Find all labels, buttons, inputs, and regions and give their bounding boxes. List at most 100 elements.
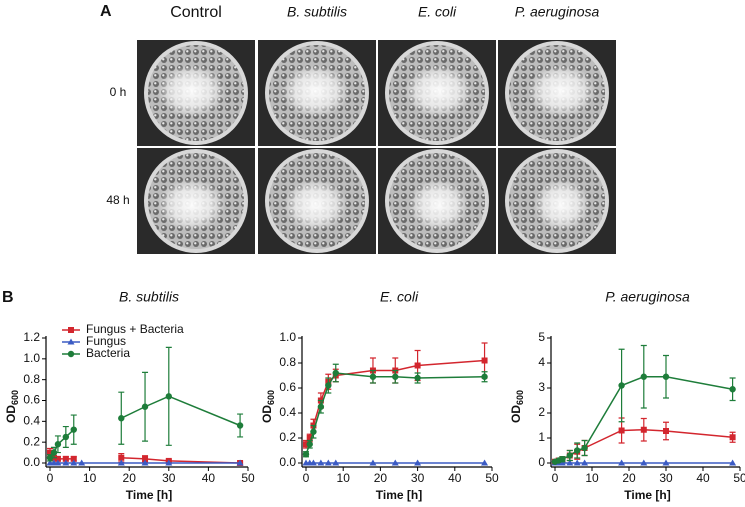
y-label-main: OD <box>4 405 18 423</box>
marker <box>559 456 566 463</box>
y-tick-label: 0.2 <box>23 434 40 448</box>
legend-label: Bacteria <box>86 346 130 360</box>
y-label-main: OD <box>260 405 274 423</box>
marker <box>165 393 172 400</box>
y-tick-label: 0.0 <box>279 455 296 469</box>
marker <box>70 459 78 466</box>
marker <box>729 386 736 393</box>
y-tick-label: 0.8 <box>279 355 296 369</box>
marker <box>165 459 173 466</box>
marker <box>46 454 54 461</box>
y-label-main: OD <box>509 405 523 423</box>
x-tick-label: 0 <box>303 471 310 485</box>
marker <box>306 441 313 448</box>
marker <box>54 455 61 462</box>
marker <box>662 373 670 380</box>
marker <box>618 459 626 466</box>
row-label: 48 h <box>106 193 129 207</box>
marker <box>47 449 53 456</box>
y-tick-label: 0.8 <box>23 372 40 386</box>
fungal-growth <box>283 179 348 231</box>
marker <box>70 455 77 462</box>
fungal-growth <box>527 65 596 117</box>
marker <box>62 455 69 462</box>
marker <box>481 373 488 380</box>
marker <box>729 459 737 466</box>
x-tick-label: 50 <box>733 471 745 485</box>
x-axis-label: Time [h] <box>624 488 670 502</box>
x-tick-label: 30 <box>411 471 425 485</box>
marker <box>324 459 332 466</box>
fungal-growth <box>157 65 226 117</box>
fungal-growth <box>533 179 590 231</box>
marker <box>581 459 589 466</box>
x-tick-label: 40 <box>202 471 216 485</box>
marker <box>391 459 399 466</box>
y-tick-label: 0.6 <box>23 393 40 407</box>
marker <box>141 459 149 466</box>
y-axis-label: OD600 <box>260 390 276 423</box>
marker <box>309 459 317 466</box>
marker <box>50 449 58 456</box>
x-tick-label: 30 <box>162 471 176 485</box>
marker <box>306 435 313 441</box>
y-tick-label: 1 <box>538 430 545 444</box>
marker <box>369 459 377 466</box>
fungal-growth <box>157 179 226 231</box>
y-label-subscript: 600 <box>10 390 20 405</box>
marker <box>118 415 125 422</box>
marker <box>70 426 77 433</box>
x-tick-label: 20 <box>123 471 137 485</box>
plate-grid: Control B. subtilis E. coli P. aeruginosa 0 … <box>106 4 616 254</box>
y-label-subscript: 600 <box>266 390 276 405</box>
y-tick-label: 0.0 <box>23 455 40 469</box>
y-tick-label: 0 <box>538 455 545 469</box>
chart: E. coli 0.0 0.2 0.4 0.6 0.8 1.0 0 10 20 30 40 50 Time… <box>260 289 499 502</box>
y-tick-label: 4 <box>538 355 545 369</box>
series-line <box>305 372 485 455</box>
marker <box>302 451 310 458</box>
x-tick-label: 20 <box>374 471 388 485</box>
y-tick-label: 0.6 <box>279 380 296 394</box>
x-tick-label: 30 <box>659 471 673 485</box>
marker <box>481 357 488 364</box>
y-label-subscript: 600 <box>515 390 525 405</box>
x-tick-label: 40 <box>448 471 462 485</box>
row-label: 0 h <box>110 85 127 99</box>
marker <box>54 459 62 466</box>
x-tick-label: 50 <box>241 471 255 485</box>
marker <box>369 373 377 380</box>
x-tick-label: 20 <box>622 471 636 485</box>
marker <box>574 447 581 454</box>
y-axis-label: OD600 <box>4 390 20 423</box>
marker <box>118 454 125 461</box>
marker <box>573 459 581 466</box>
marker <box>78 459 86 466</box>
column-label: B. subtilis <box>287 4 347 20</box>
legend-label: Fungus <box>86 334 126 348</box>
marker <box>332 459 340 466</box>
marker <box>62 459 70 466</box>
marker <box>729 434 736 441</box>
x-tick-label: 0 <box>552 471 559 485</box>
legend-label: Fungus + Bacteria <box>86 322 184 336</box>
y-tick-label: 5 <box>538 330 545 344</box>
fungal-growth <box>404 65 473 117</box>
marker <box>392 373 399 380</box>
fungal-growth <box>281 65 350 117</box>
marker <box>142 455 149 462</box>
panel-label: B <box>2 289 14 306</box>
marker <box>325 382 332 389</box>
marker <box>236 422 244 429</box>
x-tick-label: 10 <box>83 471 97 485</box>
y-tick-label: 0.4 <box>23 414 40 428</box>
marker <box>481 459 489 466</box>
marker <box>303 441 309 448</box>
marker <box>662 459 670 466</box>
y-tick-label: 3 <box>538 380 545 394</box>
x-tick-label: 10 <box>585 471 599 485</box>
y-axis-label: OD600 <box>509 390 525 423</box>
marker <box>566 452 573 459</box>
x-tick-label: 50 <box>485 471 499 485</box>
